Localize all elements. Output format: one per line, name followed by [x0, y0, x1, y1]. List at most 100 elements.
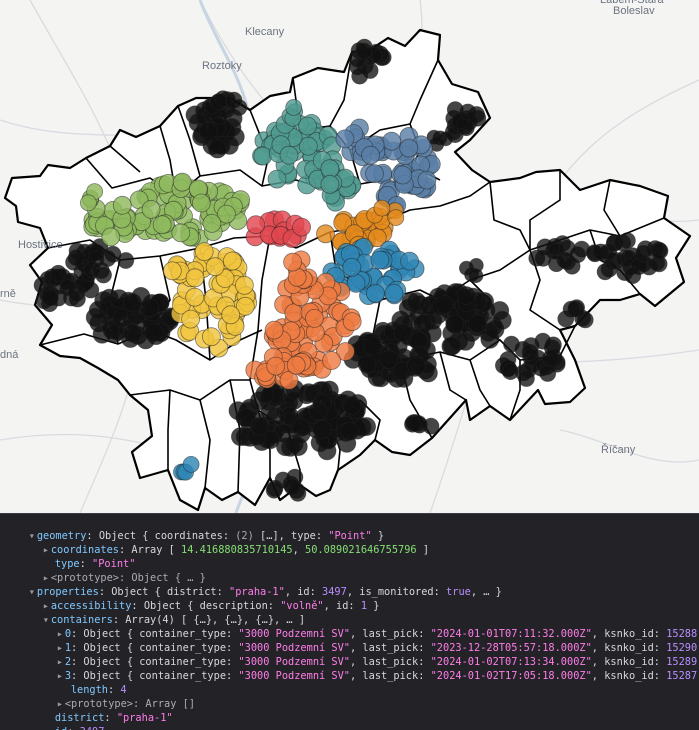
container-point-orange[interactable] — [316, 224, 335, 244]
map-view[interactable]: Klecany Roztoky Hostivice Říčany rně dná… — [0, 0, 699, 513]
container-point-black[interactable] — [435, 295, 455, 314]
container-point-black[interactable] — [208, 139, 227, 159]
container-point-black[interactable] — [539, 365, 557, 382]
container-point-green[interactable] — [141, 199, 161, 219]
container-point-slate-blue[interactable] — [361, 145, 381, 165]
container-point-green[interactable] — [202, 213, 222, 233]
container-point-slate-blue[interactable] — [393, 165, 413, 185]
prototype-row[interactable]: ▸ <prototype>: Object { … } — [42, 572, 206, 584]
container-point-coral[interactable] — [284, 303, 304, 323]
geometry-row[interactable]: ▾ geometry: Object { coordinates: (2) […]… — [28, 530, 385, 542]
container-point-blue[interactable] — [370, 250, 390, 270]
expand-triangle-icon[interactable]: ▸ — [56, 670, 63, 682]
expand-triangle-icon[interactable]: ▸ — [42, 600, 49, 612]
container-point-black[interactable] — [501, 363, 519, 381]
container-point-black[interactable] — [459, 103, 477, 121]
container-point-black[interactable] — [41, 289, 59, 307]
container-point-black[interactable] — [592, 243, 610, 261]
container-point-teal[interactable] — [320, 174, 340, 194]
container-point-black[interactable] — [534, 332, 552, 350]
container-point-red[interactable] — [292, 217, 312, 237]
container-point-black[interactable] — [596, 263, 614, 281]
coordinates-row[interactable]: ▸ coordinates: Array [ 14.416880835710145… — [42, 544, 430, 556]
container-point-black[interactable] — [635, 244, 652, 262]
container-point-black[interactable] — [260, 402, 280, 422]
container-point-black[interactable] — [283, 478, 301, 496]
container-point-black[interactable] — [567, 300, 585, 318]
container-point-coral[interactable] — [279, 370, 299, 390]
container-point-yellow[interactable] — [221, 305, 241, 325]
container-point-yellow[interactable] — [185, 268, 205, 288]
container-point-black[interactable] — [576, 311, 594, 329]
container-point-black[interactable] — [426, 129, 442, 145]
container-item-row[interactable]: ▸ 1: Object { container_type: "3000 Podze… — [56, 642, 699, 654]
container-point-black[interactable] — [144, 323, 164, 343]
container-point-black[interactable] — [265, 481, 283, 499]
container-point-slate-blue[interactable] — [399, 138, 419, 158]
container-point-black[interactable] — [542, 349, 559, 367]
container-point-black[interactable] — [198, 121, 218, 141]
expand-triangle-icon[interactable]: ▸ — [56, 642, 63, 654]
container-point-black[interactable] — [503, 335, 520, 353]
container-point-black[interactable] — [49, 264, 67, 282]
container-point-black[interactable] — [357, 354, 377, 374]
container-point-black[interactable] — [230, 427, 250, 447]
container-point-black[interactable] — [92, 324, 112, 344]
container-point-black[interactable] — [492, 310, 512, 330]
container-point-green[interactable] — [112, 195, 132, 215]
container-point-yellow[interactable] — [234, 275, 254, 295]
properties-row[interactable]: ▾ properties: Object { district: "praha-1… — [28, 586, 502, 598]
container-point-coral[interactable] — [342, 312, 362, 332]
container-point-green[interactable] — [171, 223, 191, 243]
container-point-blue[interactable] — [342, 257, 362, 277]
container-point-blue[interactable] — [365, 283, 385, 303]
container-point-black[interactable] — [468, 268, 484, 284]
container-point-black[interactable] — [340, 421, 360, 441]
container-point-coral[interactable] — [264, 320, 284, 340]
containers-row[interactable]: ▾ containers: Array(4) [ {…}, {…}, {…}, …… — [42, 614, 306, 626]
container-point-yellow[interactable] — [235, 296, 255, 316]
container-point-black[interactable] — [406, 356, 426, 376]
container-point-teal[interactable] — [298, 136, 318, 156]
container-point-black[interactable] — [534, 249, 552, 267]
container-point-yellow[interactable] — [185, 287, 205, 307]
container-item-row[interactable]: ▸ 0: Object { container_type: "3000 Podze… — [56, 628, 699, 640]
container-point-black[interactable] — [291, 418, 311, 437]
container-point-teal[interactable] — [253, 146, 273, 166]
container-point-slate-blue[interactable] — [335, 129, 355, 149]
map-canvas[interactable] — [0, 0, 699, 513]
container-point-green[interactable] — [80, 194, 97, 212]
container-point-coral[interactable] — [266, 356, 286, 376]
collapse-triangle-icon[interactable]: ▾ — [28, 586, 35, 598]
container-point-black[interactable] — [117, 252, 135, 269]
container-point-black[interactable] — [342, 396, 362, 415]
container-point-blue[interactable] — [384, 283, 404, 303]
container-point-black[interactable] — [393, 323, 413, 343]
container-point-teal[interactable] — [298, 116, 317, 136]
container-point-red[interactable] — [246, 215, 266, 235]
container-point-blue[interactable] — [182, 455, 200, 473]
container-point-black[interactable] — [569, 246, 587, 264]
container-point-black[interactable] — [361, 62, 379, 79]
expand-triangle-icon[interactable]: ▸ — [56, 628, 63, 640]
container-point-yellow[interactable] — [194, 242, 214, 262]
container-point-yellow[interactable] — [162, 261, 182, 281]
container-point-green[interactable] — [172, 172, 192, 192]
collapse-triangle-icon[interactable]: ▾ — [28, 530, 35, 542]
container-point-black[interactable] — [88, 300, 108, 320]
container-point-teal[interactable] — [279, 145, 299, 165]
container-point-orange[interactable] — [367, 228, 387, 248]
container-point-black[interactable] — [312, 419, 332, 439]
container-point-black[interactable] — [123, 323, 143, 343]
expand-triangle-icon[interactable]: ▸ — [56, 656, 63, 668]
array-prototype-row[interactable]: ▸ <prototype>: Array [] — [56, 698, 196, 710]
container-point-green[interactable] — [191, 193, 211, 213]
container-item-row[interactable]: ▸ 2: Object { container_type: "3000 Podze… — [56, 656, 699, 668]
container-point-coral[interactable] — [322, 351, 342, 370]
container-point-black[interactable] — [83, 261, 101, 278]
container-point-slate-blue[interactable] — [417, 170, 437, 190]
container-point-black[interactable] — [299, 383, 319, 403]
container-point-black[interactable] — [407, 292, 427, 311]
container-point-black[interactable] — [445, 314, 465, 334]
container-point-black[interactable] — [521, 343, 539, 361]
